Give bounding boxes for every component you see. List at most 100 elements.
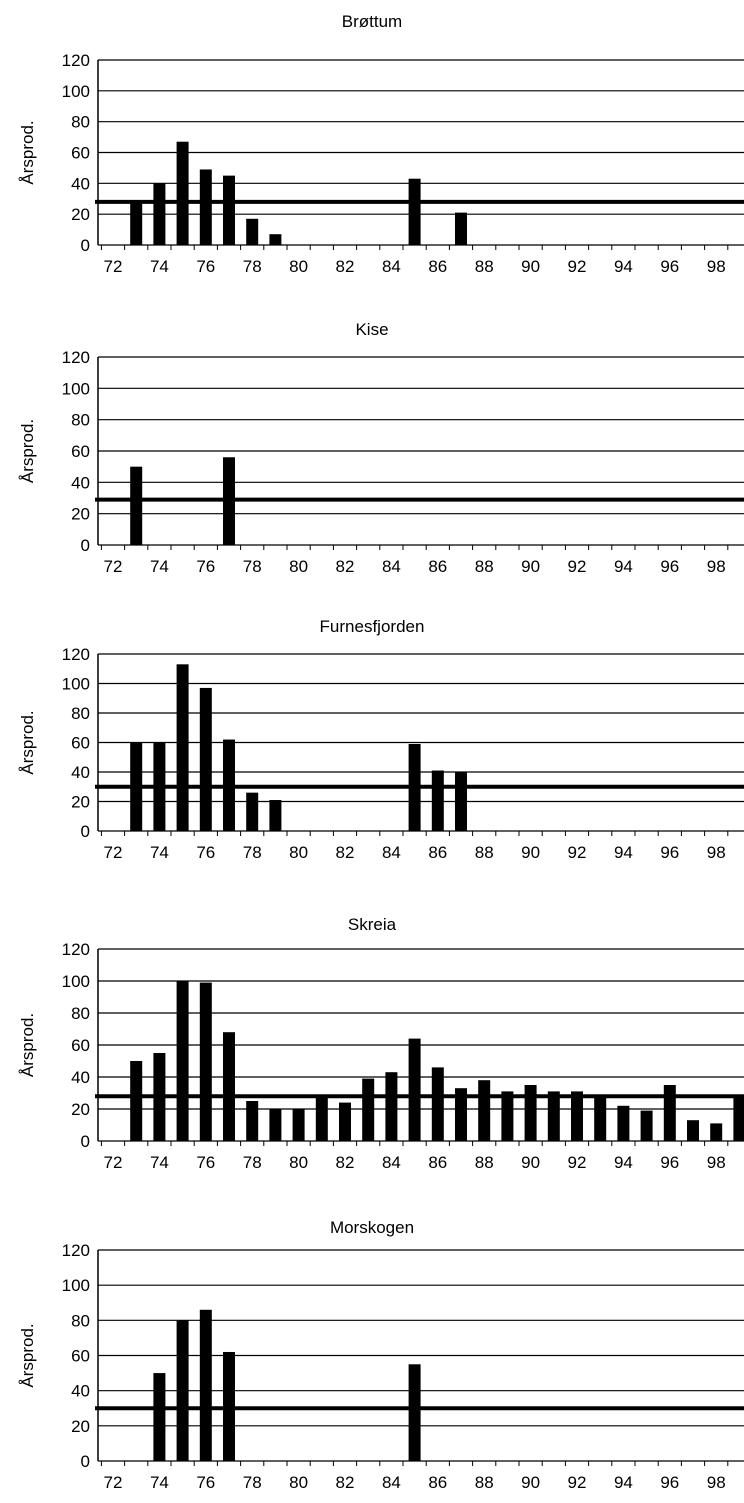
- bar: [431, 770, 444, 831]
- bar: [408, 178, 421, 245]
- bar: [710, 1123, 723, 1141]
- bar: [176, 141, 189, 245]
- y-tick-label: 40: [71, 473, 90, 492]
- x-tick-label: 80: [289, 557, 308, 576]
- bar: [176, 1320, 189, 1461]
- x-tick-label: 96: [660, 1153, 679, 1172]
- x-tick-label: 96: [660, 557, 679, 576]
- bar: [269, 1109, 282, 1141]
- bar: [153, 1373, 166, 1461]
- x-tick-label: 84: [382, 843, 401, 862]
- x-tick-label: 82: [336, 1153, 355, 1172]
- x-tick-label: 74: [150, 1153, 169, 1172]
- chart-panel: Skreia 0 20 40 60 80 100 120 72 74 76 78 80 82 84 86 88 9…: [0, 900, 744, 1190]
- chart-panel: Furnesfjorden 0 20 40 60 80 100 120 72 74 76 78 80 82…: [0, 605, 744, 900]
- x-tick-label: 80: [289, 1153, 308, 1172]
- bar: [199, 982, 212, 1141]
- x-tick-label: 78: [243, 257, 262, 276]
- bar: [594, 1097, 607, 1141]
- x-tick-label: 90: [521, 1153, 540, 1172]
- x-tick-label: 88: [475, 1153, 494, 1172]
- bar: [315, 1097, 328, 1141]
- bar: [199, 169, 212, 245]
- bar: [246, 792, 259, 831]
- chart-svg: 0 20 40 60 80 100 120 72 74 76 78 80 82 84 86 88 90 92 94 9…: [18, 1241, 744, 1492]
- chart-title: Skreia: [347, 915, 397, 934]
- x-tick-label: 76: [196, 1473, 215, 1492]
- x-tick-label: 92: [568, 557, 587, 576]
- bar: [199, 687, 212, 831]
- bar: [687, 1120, 699, 1141]
- x-tick-label: 94: [614, 257, 633, 276]
- x-tick-label: 82: [336, 1473, 355, 1492]
- x-tick-label: 80: [289, 257, 308, 276]
- bar: [455, 772, 467, 831]
- bar: [640, 1110, 653, 1141]
- y-axis-label: Årsprod.: [18, 120, 37, 184]
- bar: [176, 981, 189, 1141]
- x-tick-label: 82: [336, 257, 355, 276]
- y-axis-label: Årsprod.: [18, 419, 37, 483]
- x-tick-label: 74: [150, 843, 169, 862]
- y-tick-label: 80: [71, 1004, 90, 1023]
- chart-title: Brøttum: [341, 12, 403, 31]
- y-tick-label: 60: [71, 1036, 90, 1055]
- bar: [385, 1072, 398, 1141]
- x-tick-label: 80: [289, 1473, 308, 1492]
- x-tick-label: 88: [475, 257, 494, 276]
- bar: [455, 1088, 467, 1141]
- x-tick-label: 86: [428, 557, 447, 576]
- bar: [223, 1032, 235, 1141]
- bar: [501, 1091, 514, 1141]
- y-tick-label: 40: [71, 174, 90, 193]
- x-tick-label: 92: [568, 1153, 587, 1172]
- y-tick-label: 80: [71, 1311, 90, 1330]
- bar: [431, 1067, 444, 1141]
- x-tick-label: 90: [521, 557, 540, 576]
- y-tick-label: 20: [71, 505, 90, 524]
- x-tick-label: 76: [196, 1153, 215, 1172]
- x-tick-label: 78: [243, 1153, 262, 1172]
- x-tick-label: 98: [707, 1153, 726, 1172]
- y-tick-label: 100: [62, 972, 90, 991]
- y-tick-label: 40: [71, 763, 90, 782]
- bar: [339, 1102, 351, 1141]
- x-tick-label: 78: [243, 843, 262, 862]
- bar: [733, 1097, 744, 1141]
- bar: [455, 212, 467, 245]
- bar: [269, 800, 282, 831]
- x-tick-label: 72: [104, 1153, 123, 1172]
- y-tick-label: 100: [62, 675, 90, 694]
- y-tick-label: 40: [71, 1068, 90, 1087]
- chart-title: Furnesfjorden: [319, 617, 425, 636]
- bar: [362, 1078, 375, 1141]
- x-tick-label: 86: [428, 1153, 447, 1172]
- bar: [153, 183, 166, 245]
- y-tick-label: 60: [71, 442, 90, 461]
- bar: [130, 201, 143, 245]
- x-tick-label: 96: [660, 843, 679, 862]
- x-tick-label: 84: [382, 1153, 401, 1172]
- y-tick-label: 20: [71, 205, 90, 224]
- x-tick-label: 74: [150, 257, 169, 276]
- bar: [408, 1038, 421, 1141]
- x-tick-label: 78: [243, 1473, 262, 1492]
- y-tick-label: 0: [81, 1132, 90, 1151]
- y-tick-label: 20: [71, 1417, 90, 1436]
- x-tick-label: 72: [104, 257, 123, 276]
- x-tick-label: 84: [382, 1473, 401, 1492]
- chart-svg: 0 20 40 60 80 100 120 72 74 76 78 80 82 84 86 88 90 92 94 9…: [18, 348, 744, 576]
- y-tick-label: 80: [71, 411, 90, 430]
- x-tick-label: 92: [568, 257, 587, 276]
- x-tick-label: 74: [150, 1473, 169, 1492]
- y-axis-label: Årsprod.: [18, 1323, 37, 1387]
- x-tick-label: 72: [104, 1473, 123, 1492]
- x-tick-label: 84: [382, 257, 401, 276]
- y-tick-label: 20: [71, 1100, 90, 1119]
- y-tick-label: 120: [62, 51, 90, 70]
- x-tick-label: 86: [428, 843, 447, 862]
- bar: [130, 466, 143, 545]
- x-tick-label: 90: [521, 257, 540, 276]
- x-tick-label: 94: [614, 1473, 633, 1492]
- y-tick-label: 0: [81, 236, 90, 255]
